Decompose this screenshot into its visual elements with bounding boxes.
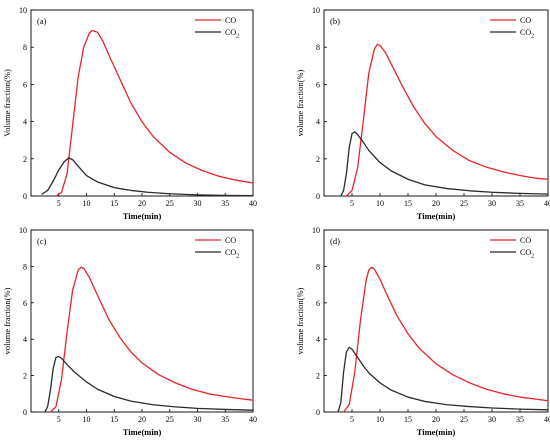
x-tick-label: 40	[249, 199, 257, 208]
x-tick-label: 40	[544, 415, 550, 424]
x-tick-label: 5	[350, 415, 354, 424]
y-tick-label: 6	[316, 80, 320, 89]
x-tick-label: 15	[404, 415, 412, 424]
y-tick-label: 10	[312, 6, 320, 15]
y-axis-title: volume fraction(%)	[2, 287, 12, 354]
panel-label: (c)	[37, 236, 47, 246]
y-axis-title: volume fraction(%)	[295, 287, 305, 354]
x-tick-label: 35	[516, 199, 524, 208]
y-tick-label: 10	[19, 6, 27, 15]
y-tick-label: 4	[316, 335, 320, 344]
x-tick-label: 25	[166, 415, 174, 424]
plot-frame	[30, 229, 254, 413]
y-tick-label: 4	[316, 118, 320, 127]
x-axis-title: Time(min)	[417, 427, 456, 437]
legend-label: CO2	[225, 28, 239, 40]
legend-label: CO	[520, 236, 531, 245]
x-tick-label: 20	[432, 199, 440, 208]
x-axis-title: Time(min)	[417, 211, 456, 221]
x-tick-label: 35	[221, 415, 229, 424]
chart-panel: 5 10 15 20 25 30 35 40 0 2 4 6 8 10 Time(min) volume fr…	[295, 6, 550, 221]
series-line-co2	[337, 346, 549, 413]
y-tick-label: 2	[316, 372, 320, 381]
x-tick-label: 15	[110, 415, 118, 424]
y-tick-label: 6	[23, 299, 27, 308]
series-line-co	[342, 266, 549, 413]
x-tick-label: 5	[350, 199, 354, 208]
x-tick-label: 30	[488, 415, 496, 424]
y-tick-label: 0	[23, 408, 27, 417]
x-tick-label: 10	[376, 199, 384, 208]
y-tick-label: 8	[23, 262, 27, 271]
y-tick-label: 4	[23, 335, 27, 344]
chart-panel: 5 10 15 20 25 30 35 40 0 2 4 6 8 10 Time(min) volume fr…	[2, 226, 257, 437]
y-tick-label: 6	[316, 299, 320, 308]
x-tick-label: 15	[110, 199, 118, 208]
x-axis-title: Time(min)	[123, 211, 162, 221]
y-axis-title: volume fraction(%)	[295, 69, 305, 136]
x-tick-label: 30	[194, 199, 202, 208]
y-axis-title: Volume fraction(%)	[2, 69, 12, 137]
legend-label: CO	[225, 16, 236, 25]
y-tick-label: 2	[23, 155, 27, 164]
y-tick-label: 0	[316, 408, 320, 417]
y-tick-label: 2	[316, 155, 320, 164]
x-axis-title: Time(min)	[123, 427, 162, 437]
x-tick-label: 25	[460, 199, 468, 208]
legend-label: CO2	[520, 248, 534, 260]
y-tick-label: 0	[316, 192, 320, 201]
y-tick-label: 8	[316, 43, 320, 52]
panel-label: (a)	[37, 16, 47, 26]
x-tick-label: 5	[57, 199, 61, 208]
x-tick-label: 20	[432, 415, 440, 424]
series-line-co	[55, 29, 254, 197]
series-line-co2	[44, 355, 254, 413]
x-tick-label: 25	[166, 199, 174, 208]
x-tick-label: 35	[516, 415, 524, 424]
y-tick-label: 10	[312, 226, 320, 235]
x-tick-label: 10	[83, 199, 91, 208]
legend-label: CO2	[520, 28, 534, 40]
x-tick-label: 20	[138, 199, 146, 208]
series-line-co	[49, 266, 254, 413]
series-line-co2	[340, 131, 549, 197]
chart-panel: 5 10 15 20 25 30 35 40 0 2 4 6 8 10 Time(min) volume fr…	[295, 226, 550, 437]
panel-label: (d)	[330, 236, 340, 246]
series-line-co	[345, 43, 549, 197]
legend-label: CO2	[225, 248, 239, 260]
plot-frame	[323, 229, 549, 413]
x-tick-label: 20	[138, 415, 146, 424]
x-tick-label: 10	[376, 415, 384, 424]
x-tick-label: 30	[194, 415, 202, 424]
x-tick-label: 40	[544, 199, 550, 208]
y-tick-label: 2	[23, 372, 27, 381]
legend-label: CO	[225, 236, 236, 245]
y-tick-label: 8	[23, 43, 27, 52]
y-tick-label: 4	[23, 118, 27, 127]
y-tick-label: 8	[316, 262, 320, 271]
y-tick-label: 0	[23, 192, 27, 201]
y-tick-label: 6	[23, 80, 27, 89]
panel-label: (b)	[330, 16, 340, 26]
x-tick-label: 5	[57, 415, 61, 424]
x-tick-label: 10	[83, 415, 91, 424]
x-tick-label: 25	[460, 415, 468, 424]
x-tick-label: 35	[221, 199, 229, 208]
legend-label: CO	[520, 16, 531, 25]
plot-frame	[30, 9, 254, 197]
chart-panel: 5 10 15 20 25 30 35 40 0 2 4 6 8 10 Time(min) Volume fr…	[2, 6, 257, 221]
y-tick-label: 10	[19, 226, 27, 235]
series-line-co2	[41, 157, 254, 197]
x-tick-label: 40	[249, 415, 257, 424]
x-tick-label: 15	[404, 199, 412, 208]
x-tick-label: 30	[488, 199, 496, 208]
